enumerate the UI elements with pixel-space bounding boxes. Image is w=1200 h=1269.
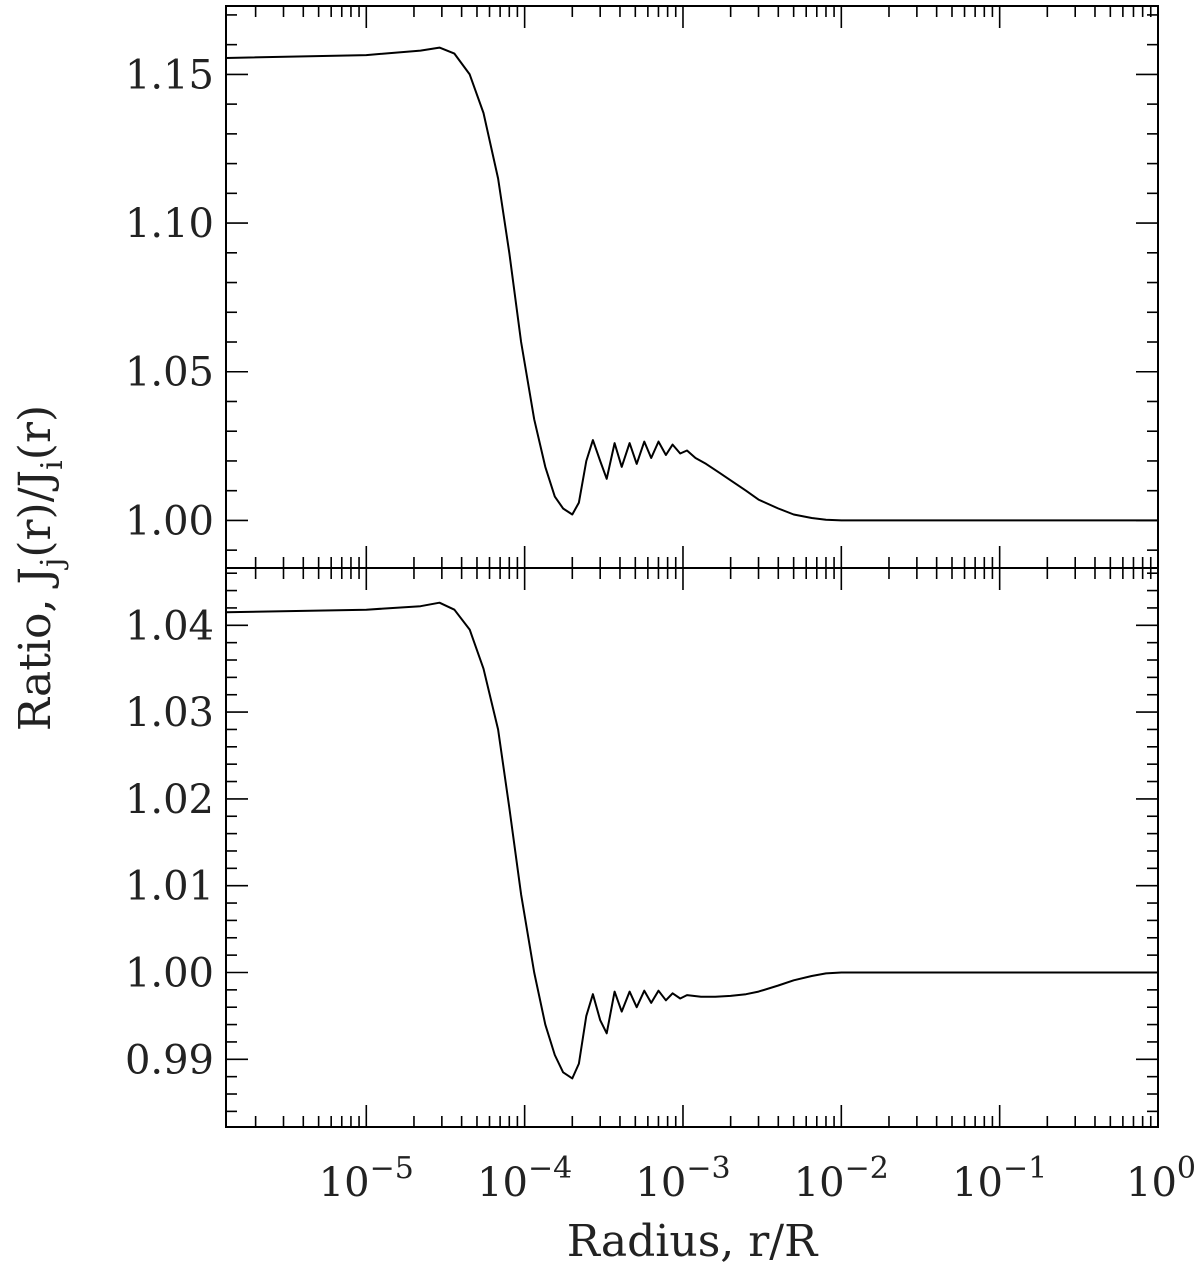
x-tick-label: 10−1: [952, 1151, 1047, 1206]
top-y-tick-label: 1.10: [125, 201, 214, 247]
top-y-tick-label: 1.00: [125, 498, 214, 544]
y-axis-title-sub-j: j: [35, 558, 70, 570]
y-axis-title-prefix: Ratio, J: [10, 567, 61, 731]
bottom-y-tick-label: 1.01: [125, 864, 214, 910]
top-y-tick-label: 1.05: [125, 350, 214, 396]
x-tick-label: 100: [1126, 1151, 1196, 1206]
bottom-panel: 0.991.001.011.021.031.04 10−5 10−4 10−3 10−…: [125, 567, 1196, 1206]
bottom-y-tick-label: 1.00: [125, 950, 214, 996]
x-tick-label: 10−5: [319, 1151, 414, 1206]
bottom-panel-y-tick-labels: 0.99 1.00 1.01 1.02 1.03 1.04: [125, 603, 214, 1083]
top-panel: 1.00 1.05 1.10 1.15: [125, 5, 1159, 569]
top-y-tick-label: 1.15: [125, 52, 214, 98]
y-axis-title-mid: (r)/J: [10, 470, 61, 558]
y-axis-title-sub-i: i: [35, 460, 70, 470]
bottom-panel-ticks: [226, 568, 1159, 1127]
top-panel-frame: [225, 5, 1159, 569]
top-panel-ticks: [226, 6, 1159, 568]
bottom-y-tick-label: 1.04: [125, 603, 214, 649]
bottom-panel-frame: [225, 567, 1159, 1128]
x-axis-tick-labels: 10−5 10−4 10−3 10−2 10−1 100: [319, 1151, 1196, 1206]
x-axis-title: Radius, r/R: [567, 1216, 819, 1267]
top-panel-y-tick-labels: 1.00 1.05 1.10 1.15: [125, 52, 214, 544]
y-axis-title-suffix: (r): [10, 405, 61, 460]
bottom-panel-ratio-curve: [225, 601, 1158, 1080]
top-panel-ratio-curve: [225, 46, 1158, 522]
x-tick-label: 10−3: [635, 1151, 730, 1206]
y-axis-title: Ratio, Jj(r)/Ji(r): [10, 405, 70, 731]
bottom-y-tick-label: 1.02: [125, 777, 214, 823]
x-tick-label: 10−2: [794, 1151, 889, 1206]
bottom-y-tick-label: 0.99: [125, 1037, 214, 1083]
x-tick-label: 10−4: [477, 1151, 572, 1206]
bottom-y-tick-label: 1.03: [125, 690, 214, 736]
